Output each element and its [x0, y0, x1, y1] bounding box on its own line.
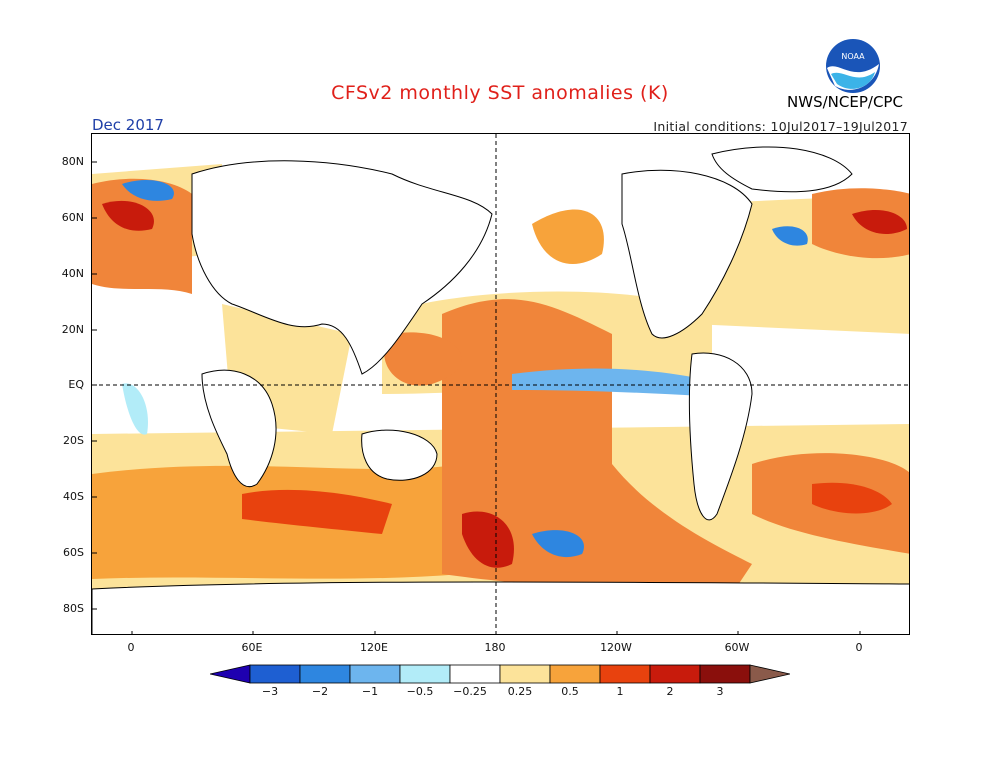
land-masses	[92, 146, 909, 634]
lat-label-eq: EQ	[68, 378, 84, 391]
lon-label-0-right: 0	[855, 641, 863, 654]
lat-label-80s: 80S	[63, 602, 84, 615]
lat-label-20n: 20N	[61, 323, 84, 336]
colorbar-label: 1	[616, 685, 624, 698]
colorbar-label: 0.5	[561, 685, 579, 698]
colorbar-cap-low	[210, 664, 251, 684]
lat-label-60n: 60N	[61, 211, 84, 224]
forecast-month: Dec 2017	[92, 116, 164, 134]
colorbar-label: −0.25	[453, 685, 487, 698]
colorbar-label: 3	[716, 685, 724, 698]
colorbar-label: −0.5	[406, 685, 434, 698]
lon-label-120w: 120W	[600, 641, 632, 654]
colorbar-label: −1	[361, 685, 379, 698]
colorbar-cell	[399, 664, 451, 684]
lon-label-120e: 120E	[360, 641, 388, 654]
lat-label-80n: 80N	[61, 155, 84, 168]
lon-label-60w: 60W	[724, 641, 750, 654]
colorbar-cell	[699, 664, 751, 684]
lon-label-60e: 60E	[241, 641, 263, 654]
map-title: CFSv2 monthly SST anomalies (K)	[331, 82, 669, 104]
colorbar-cell	[299, 664, 351, 684]
noaa-logo-icon: NOAA	[826, 39, 880, 93]
colorbar-cell	[649, 664, 701, 684]
colorbar-cell	[449, 664, 501, 684]
colorbar-cell	[599, 664, 651, 684]
colorbar-cell	[349, 664, 401, 684]
lon-ticks	[131, 631, 861, 634]
colorbar-label: −3	[261, 685, 279, 698]
anomaly-field-hot	[102, 200, 907, 568]
initial-conditions: Initial conditions: 10Jul2017–19Jul2017	[653, 119, 908, 134]
org-label: NWS/NCEP/CPC	[787, 93, 903, 111]
lat-label-40s: 40S	[63, 490, 84, 503]
colorbar-label: 2	[666, 685, 674, 698]
sst-anomaly-map	[91, 133, 910, 635]
lon-label-0-left: 0	[127, 641, 135, 654]
anomaly-field-cold	[122, 179, 808, 558]
colorbar-label: 0.25	[507, 685, 533, 698]
logo-text: NOAA	[841, 52, 865, 61]
lat-ticks	[92, 161, 97, 610]
lat-label-60s: 60S	[63, 546, 84, 559]
lat-label-40n: 40N	[61, 267, 84, 280]
lat-label-20s: 20S	[63, 434, 84, 447]
colorbar-cap-high	[749, 664, 790, 684]
colorbar-cell	[249, 664, 301, 684]
lon-label-180: 180	[484, 641, 506, 654]
colorbar-cell	[549, 664, 601, 684]
colorbar-cell	[499, 664, 551, 684]
colorbar-label: −2	[311, 685, 329, 698]
colorbar	[210, 664, 790, 684]
